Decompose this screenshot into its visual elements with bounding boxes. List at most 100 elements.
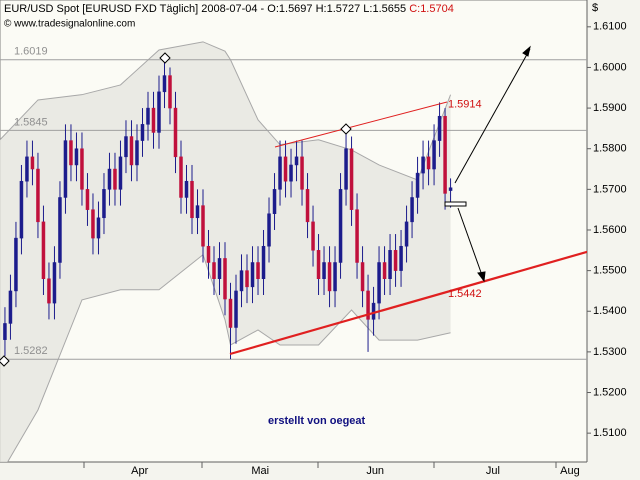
x-tick-label: Jun	[366, 465, 384, 477]
candle-body	[360, 262, 365, 292]
candle-body	[410, 197, 414, 223]
arrow-head	[477, 271, 486, 283]
candle-body	[8, 290, 13, 324]
x-tick-label: Aug	[560, 465, 580, 477]
candle-body	[371, 302, 376, 320]
candle-body	[102, 189, 106, 219]
y-tick-label: 1.5600	[593, 224, 627, 236]
y-tick-label: 1.5900	[593, 102, 627, 114]
candle-body	[278, 156, 282, 190]
candle-body	[124, 136, 128, 158]
candle-body	[113, 168, 117, 190]
y-tick-label: 1.5100	[593, 427, 627, 439]
candle-body	[107, 168, 112, 190]
x-tick-label: Apr	[131, 465, 148, 477]
candle-body	[179, 156, 183, 198]
candle-body	[168, 75, 172, 109]
candle-body	[41, 221, 46, 279]
upper-trend-line	[274, 101, 448, 148]
drawings	[0, 45, 587, 367]
candle-body	[14, 237, 18, 292]
candle-body	[223, 258, 227, 300]
price-axis-panel	[587, 0, 640, 480]
candle-body	[404, 221, 409, 247]
candle-body	[421, 156, 425, 174]
candle-body	[437, 115, 442, 141]
candle-body	[36, 168, 40, 223]
candle-body	[399, 245, 403, 271]
candle-body	[80, 148, 84, 190]
candle-body	[63, 140, 68, 198]
candle-body	[157, 91, 161, 133]
candle-body	[366, 290, 370, 320]
level-label: 1.5845	[14, 116, 48, 128]
candle-body	[272, 189, 277, 214]
candle-body	[25, 156, 29, 182]
y-tick-label: 1.5300	[593, 346, 627, 358]
candle-body	[311, 221, 315, 251]
y-tick-label: 1.5400	[593, 305, 627, 317]
candle-body	[305, 189, 310, 223]
candle-body	[294, 156, 299, 166]
candle-body	[300, 156, 304, 190]
candle-body	[432, 140, 436, 170]
y-tick-label: 1.6000	[593, 61, 627, 73]
candle-body	[212, 262, 216, 279]
candle-body	[74, 148, 79, 166]
candle-body	[256, 262, 260, 279]
candle-body	[146, 107, 150, 125]
candle-body	[217, 258, 222, 279]
level-label: 1.5282	[14, 345, 48, 357]
title-text: EUR/USD Spot [EURUSD FXD Täglich] 2008-0…	[4, 3, 406, 15]
candle-body	[140, 124, 145, 141]
plot	[0, 41, 587, 462]
candle-body	[190, 180, 194, 219]
candle-body	[30, 156, 35, 170]
candle-body	[355, 209, 359, 263]
candle-body	[388, 250, 392, 279]
candle-body	[3, 323, 7, 340]
annotation: erstellt von oegeat	[268, 415, 366, 427]
source: © www.tradesignalonline.com	[4, 19, 135, 30]
candle-body	[239, 270, 244, 292]
peak-marker	[340, 123, 352, 135]
candle-body	[173, 107, 178, 158]
candle-body	[118, 156, 123, 190]
candle-body	[47, 278, 51, 304]
price-marker	[444, 201, 467, 207]
level-label: 1.6019	[14, 46, 48, 58]
candle-body	[448, 187, 453, 191]
candle-body	[382, 262, 387, 279]
candle-body	[283, 156, 288, 182]
low-marker	[0, 355, 10, 367]
month-separators	[83, 462, 557, 468]
candle-body	[393, 250, 398, 271]
title-close: C:1.5704	[409, 3, 454, 15]
candle-body	[443, 115, 447, 194]
candle-body	[377, 262, 381, 304]
peak-marker	[159, 52, 171, 64]
y-tick-label: 1.6100	[593, 21, 627, 33]
y-tick-label: 1.5800	[593, 143, 627, 155]
candle-body	[316, 250, 321, 279]
y-tick-label: 1.5200	[593, 386, 627, 398]
candle-body	[267, 213, 271, 247]
candle-body	[85, 189, 90, 210]
candle-body	[234, 290, 238, 328]
candle-body	[338, 189, 343, 263]
currency: $	[592, 2, 598, 14]
candle-body	[69, 140, 73, 166]
candle-body	[52, 262, 57, 304]
candle-body	[206, 245, 211, 263]
candle-body	[322, 262, 326, 279]
x-tick-label: Mai	[251, 465, 269, 477]
candle-body	[58, 197, 62, 263]
candle-body	[228, 298, 233, 328]
candle-body	[415, 172, 420, 198]
arrow-head	[522, 45, 531, 57]
candle-body	[426, 156, 431, 170]
candle-body	[195, 205, 200, 219]
price-label: 1.5914	[448, 98, 482, 110]
chart-title: EUR/USD Spot [EURUSD FXD Täglich] 2008-0…	[4, 3, 454, 15]
